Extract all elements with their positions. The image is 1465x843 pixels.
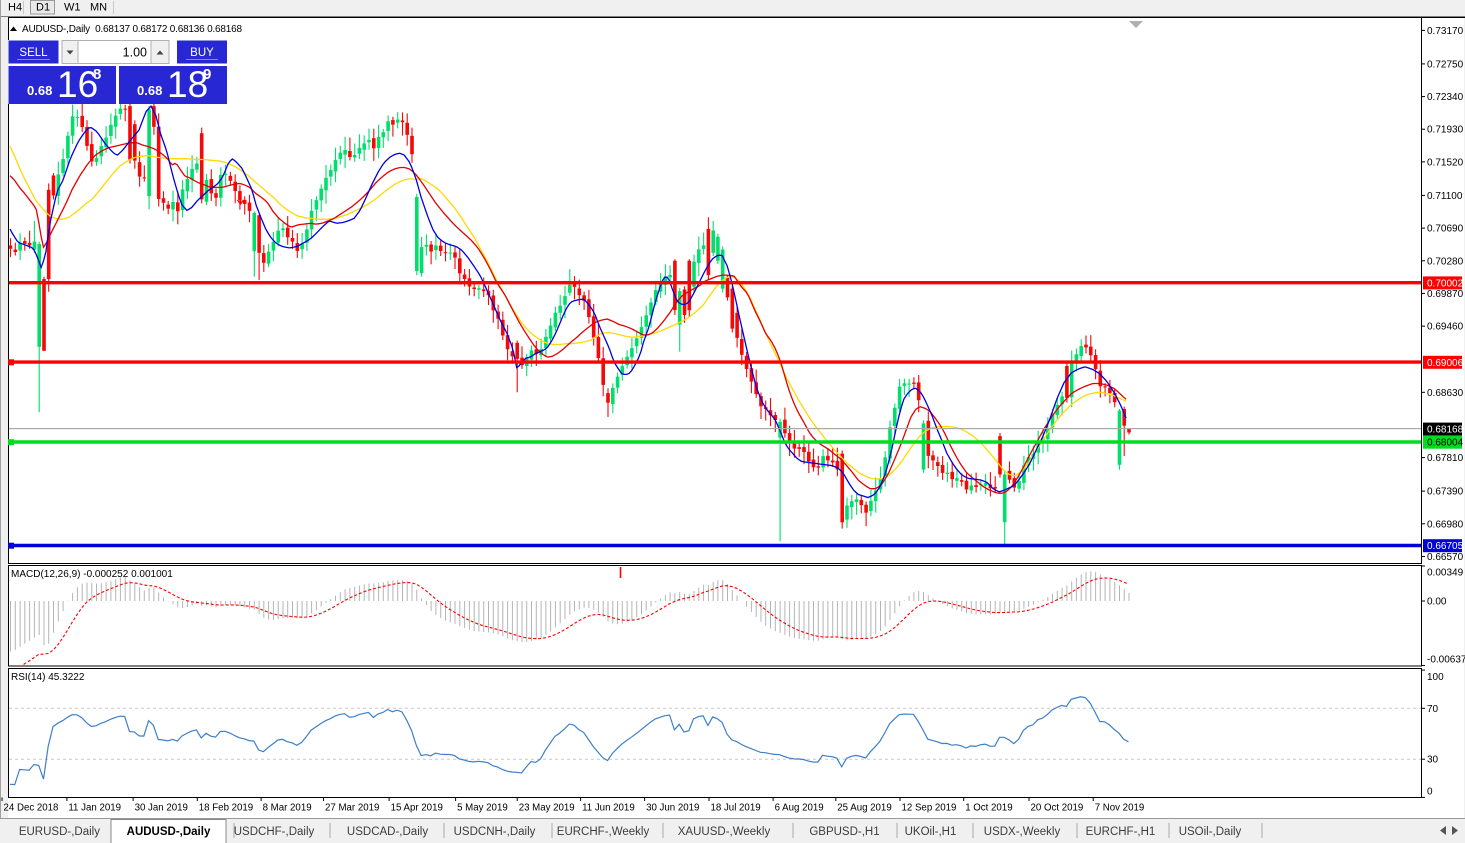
svg-text:23 May 2019: 23 May 2019 [519, 803, 575, 814]
svg-text:30 Jan 2019: 30 Jan 2019 [135, 803, 188, 814]
svg-text:24 Dec 2018: 24 Dec 2018 [4, 803, 59, 814]
svg-text:1.00: 1.00 [123, 46, 147, 60]
svg-text:70: 70 [1427, 704, 1439, 715]
svg-text:0.66705: 0.66705 [1427, 541, 1464, 552]
svg-text:AUDUSD-,Daily 0.68137 0.68172: AUDUSD-,Daily 0.68137 0.68172 0.68136 0.… [22, 24, 242, 35]
svg-text:7 Nov 2019: 7 Nov 2019 [1095, 803, 1145, 814]
svg-text:USOil-,Daily: USOil-,Daily [1179, 826, 1242, 838]
svg-text:0.66980: 0.66980 [1427, 519, 1464, 530]
svg-text:0.67390: 0.67390 [1427, 487, 1464, 498]
svg-text:MACD(12,26,9) -0.000252 0.0010: MACD(12,26,9) -0.000252 0.001001 [11, 569, 173, 580]
svg-text:0.69006: 0.69006 [1427, 358, 1464, 369]
svg-text:SELL: SELL [19, 47, 48, 59]
svg-text:D1: D1 [36, 2, 50, 14]
svg-text:30: 30 [1427, 755, 1439, 766]
svg-text:0.73170: 0.73170 [1427, 26, 1464, 37]
svg-text:0.68: 0.68 [137, 83, 162, 98]
svg-text:100: 100 [1427, 672, 1444, 683]
svg-text:11 Jan 2019: 11 Jan 2019 [68, 803, 121, 814]
svg-text:27 Mar 2019: 27 Mar 2019 [325, 803, 379, 814]
svg-text:0.00349: 0.00349 [1427, 568, 1464, 579]
svg-text:GBPUSD-,H1: GBPUSD-,H1 [809, 826, 879, 838]
svg-text:5 May 2019: 5 May 2019 [457, 803, 508, 814]
svg-text:11 Jun 2019: 11 Jun 2019 [582, 803, 635, 814]
svg-text:0.69870: 0.69870 [1427, 289, 1464, 300]
svg-text:8: 8 [93, 66, 101, 83]
svg-text:EURCHF-,H1: EURCHF-,H1 [1086, 826, 1156, 838]
svg-text:0.68630: 0.68630 [1427, 388, 1464, 399]
svg-text:0.70280: 0.70280 [1427, 256, 1464, 267]
svg-text:16: 16 [57, 64, 98, 105]
svg-text:0.69460: 0.69460 [1427, 322, 1464, 333]
svg-text:-0.00637: -0.00637 [1427, 655, 1465, 666]
svg-text:0.68: 0.68 [27, 83, 52, 98]
svg-text:H4: H4 [8, 2, 22, 14]
svg-text:8 Mar 2019: 8 Mar 2019 [263, 803, 312, 814]
svg-text:9: 9 [203, 66, 211, 83]
svg-text:BUY: BUY [190, 47, 214, 59]
svg-text:USDCAD-,Daily: USDCAD-,Daily [347, 826, 428, 838]
svg-text:0.72340: 0.72340 [1427, 92, 1464, 103]
svg-text:0.70690: 0.70690 [1427, 224, 1464, 235]
svg-text:20 Oct 2019: 20 Oct 2019 [1031, 803, 1084, 814]
svg-text:0.72750: 0.72750 [1427, 59, 1464, 70]
svg-text:AUDUSD-,Daily: AUDUSD-,Daily [127, 826, 211, 838]
svg-text:0.68004: 0.68004 [1427, 438, 1464, 449]
svg-text:XAUUSD-,Weekly: XAUUSD-,Weekly [678, 826, 771, 838]
svg-text:18 Feb 2019: 18 Feb 2019 [199, 803, 253, 814]
svg-text:0.71520: 0.71520 [1427, 157, 1464, 168]
svg-text:EURUSD-,Daily: EURUSD-,Daily [19, 826, 100, 838]
svg-text:25 Aug 2019: 25 Aug 2019 [837, 803, 891, 814]
svg-text:MN: MN [90, 2, 107, 14]
svg-text:18 Jul 2019: 18 Jul 2019 [711, 803, 761, 814]
svg-text:0.67810: 0.67810 [1427, 453, 1464, 464]
svg-text:UKOil-,H1: UKOil-,H1 [905, 826, 957, 838]
svg-text:0.71930: 0.71930 [1427, 125, 1464, 136]
svg-text:EURCHF-,Weekly: EURCHF-,Weekly [557, 826, 650, 838]
svg-text:0.70002: 0.70002 [1427, 278, 1464, 289]
svg-text:15 Apr 2019: 15 Apr 2019 [391, 803, 443, 814]
svg-text:1 Oct 2019: 1 Oct 2019 [965, 803, 1012, 814]
svg-text:RSI(14) 45.3222: RSI(14) 45.3222 [11, 672, 85, 683]
svg-text:USDX-,Weekly: USDX-,Weekly [984, 826, 1061, 838]
svg-text:W1: W1 [64, 2, 81, 14]
svg-text:0.00: 0.00 [1427, 597, 1447, 608]
svg-text:6 Aug 2019: 6 Aug 2019 [775, 803, 824, 814]
svg-text:0: 0 [1427, 787, 1433, 798]
svg-text:USDCNH-,Daily: USDCNH-,Daily [454, 826, 536, 838]
svg-text:0.66570: 0.66570 [1427, 552, 1464, 563]
svg-text:12 Sep 2019: 12 Sep 2019 [902, 803, 957, 814]
svg-text:30 Jun 2019: 30 Jun 2019 [646, 803, 699, 814]
svg-text:0.71100: 0.71100 [1427, 191, 1463, 202]
svg-text:0.68168: 0.68168 [1427, 425, 1464, 436]
svg-text:USDCHF-,Daily: USDCHF-,Daily [234, 826, 315, 838]
svg-text:18: 18 [167, 64, 208, 105]
